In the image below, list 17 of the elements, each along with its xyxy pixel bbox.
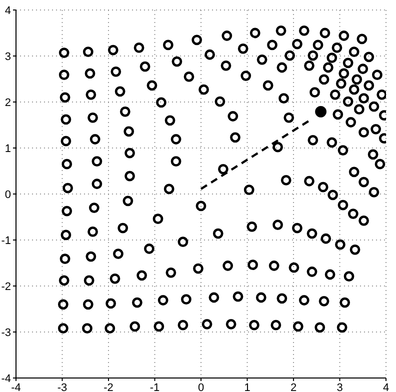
- x-tick-label: 0: [198, 382, 204, 392]
- y-tick-label: 2: [4, 96, 11, 109]
- y-tick-label: -1: [1, 234, 11, 247]
- y-tick-label: 1: [4, 142, 11, 155]
- x-tick-label: 2: [290, 382, 297, 392]
- x-tick-label: 1: [244, 382, 250, 392]
- y-tick-label: -3: [1, 326, 11, 339]
- x-tick-label: -3: [57, 382, 68, 392]
- x-tick-label: 4: [382, 382, 390, 392]
- y-tick-label: 3: [4, 50, 11, 63]
- y-tick-label: -2: [1, 280, 11, 293]
- y-tick-label: 0: [4, 188, 11, 201]
- x-tick-label: -1: [150, 382, 160, 392]
- x-tick-label: 3: [336, 382, 343, 392]
- y-tick-label: 4: [4, 4, 11, 17]
- x-tick-label: -4: [11, 382, 21, 392]
- x-tick-label: -2: [104, 382, 114, 392]
